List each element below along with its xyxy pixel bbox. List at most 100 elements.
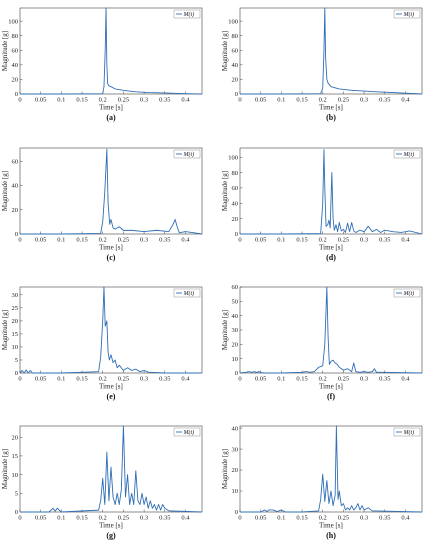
x-tick-label: 0.25 xyxy=(338,237,349,244)
y-tick-label: 60 xyxy=(232,185,239,192)
x-tick-label: 0.2 xyxy=(319,237,327,244)
x-tick-label: 0.3 xyxy=(360,237,368,244)
y-axis-label: Magnitude [g] xyxy=(1,449,9,489)
x-tick-label: 0.4 xyxy=(401,376,410,383)
x-tick-label: 0.25 xyxy=(118,97,129,104)
y-tick-label: 15 xyxy=(12,331,19,338)
chart-panel: 0 0.05 0.1 0.15 0.2 0.25 0.3 0.35 0.4 0 20 40 60 Time… xyxy=(1,147,203,262)
x-tick-label: 0.35 xyxy=(159,97,170,104)
y-tick-label: 80 xyxy=(12,33,19,40)
x-tick-label: 0.4 xyxy=(181,97,190,104)
x-tick-label: 0.1 xyxy=(57,376,65,383)
x-tick-label: 0.35 xyxy=(379,515,390,522)
x-tick-label: 0 xyxy=(238,515,241,522)
y-tick-label: 10 xyxy=(12,344,19,351)
y-tick-label: 0 xyxy=(235,370,238,377)
y-tick-label: 10 xyxy=(12,472,19,479)
panel-caption: (g) xyxy=(106,531,116,540)
legend-label: M(t) xyxy=(403,429,415,436)
x-tick-label: 0.2 xyxy=(319,376,327,383)
chart-panel: 0 0.05 0.1 0.15 0.2 0.25 0.3 0.35 0.4 0 20 40 60 80 10… xyxy=(221,7,423,122)
y-tick-label: 0 xyxy=(15,231,18,238)
x-tick-label: 0.15 xyxy=(296,97,307,104)
x-tick-label: 0.1 xyxy=(277,376,285,383)
x-tick-label: 0.15 xyxy=(296,237,307,244)
y-tick-label: 30 xyxy=(232,446,239,453)
x-tick-label: 0.1 xyxy=(57,237,65,244)
y-tick-label: 20 xyxy=(232,342,239,349)
y-tick-label: 30 xyxy=(12,292,19,299)
series-line xyxy=(240,149,423,235)
x-tick-label: 0.4 xyxy=(181,376,190,383)
panel-caption: (f) xyxy=(327,392,335,401)
series-line xyxy=(239,286,423,374)
x-tick-label: 0.15 xyxy=(296,515,307,522)
x-tick-label: 0.05 xyxy=(255,237,266,244)
x-tick-label: 0.2 xyxy=(99,376,107,383)
y-tick-label: 100 xyxy=(228,154,238,161)
y-tick-label: 40 xyxy=(232,200,239,207)
x-tick-label: 0.25 xyxy=(118,515,129,522)
x-tick-label: 0.35 xyxy=(379,376,390,383)
x-tick-label: 0.35 xyxy=(159,515,170,522)
y-tick-label: 5 xyxy=(15,491,18,498)
x-axis-label: Time [s] xyxy=(99,522,123,530)
series-line xyxy=(19,286,202,374)
y-tick-label: 100 xyxy=(8,18,18,25)
x-tick-label: 0.05 xyxy=(255,97,266,104)
x-tick-label: 0.15 xyxy=(76,515,87,522)
x-tick-label: 0.1 xyxy=(277,97,285,104)
y-axis-label: Magnitude [g] xyxy=(1,310,9,350)
legend-box xyxy=(393,288,421,298)
x-tick-label: 0.1 xyxy=(277,237,285,244)
x-tick-label: 0.15 xyxy=(76,376,87,383)
x-tick-label: 0.1 xyxy=(57,515,65,522)
y-tick-label: 100 xyxy=(228,18,238,25)
series-line xyxy=(20,7,203,95)
x-tick-label: 0.15 xyxy=(76,97,87,104)
legend-box xyxy=(393,9,421,19)
x-tick-label: 0.05 xyxy=(35,376,46,383)
y-tick-label: 40 xyxy=(232,313,239,320)
legend-box xyxy=(393,149,421,159)
y-axis-label: Magnitude [g] xyxy=(221,310,229,350)
legend-label: M(t) xyxy=(183,11,195,18)
plot-frame xyxy=(19,425,203,513)
legend-box xyxy=(173,427,201,437)
panel-caption: (h) xyxy=(326,531,336,540)
panel-caption: (a) xyxy=(106,113,116,122)
x-axis-label: Time [s] xyxy=(319,244,343,252)
x-tick-label: 0 xyxy=(238,237,241,244)
y-tick-label: 0 xyxy=(15,91,18,98)
plot-frame xyxy=(19,7,203,95)
x-tick-label: 0 xyxy=(18,515,21,522)
x-tick-label: 0.35 xyxy=(159,376,170,383)
panel-caption: (e) xyxy=(107,392,116,401)
chart-panel: 0 0.05 0.1 0.15 0.2 0.25 0.3 0.35 0.4 0 20 40 60 80 10… xyxy=(1,7,203,122)
y-tick-label: 0 xyxy=(15,370,18,377)
x-tick-label: 0.3 xyxy=(140,237,148,244)
y-tick-label: 50 xyxy=(232,299,239,306)
x-tick-label: 0 xyxy=(238,97,241,104)
x-tick-label: 0.25 xyxy=(338,376,349,383)
x-tick-label: 0 xyxy=(238,376,241,383)
legend-label: M(t) xyxy=(403,11,415,18)
plot-frame xyxy=(239,425,423,513)
x-tick-label: 0.05 xyxy=(255,376,266,383)
y-tick-label: 20 xyxy=(232,216,239,223)
x-tick-label: 0.35 xyxy=(159,237,170,244)
legend-label: M(t) xyxy=(403,290,415,297)
x-tick-label: 0.2 xyxy=(99,97,107,104)
x-tick-label: 0.4 xyxy=(401,97,410,104)
chart-panel: 0 0.05 0.1 0.15 0.2 0.25 0.3 0.35 0.4 0 5 10 15 20 Tim… xyxy=(1,425,203,540)
chart-panel: 0 0.05 0.1 0.15 0.2 0.25 0.3 0.35 0.4 0 20 40 60 80 10… xyxy=(221,147,423,262)
x-tick-label: 0.25 xyxy=(118,376,129,383)
x-tick-label: 0.15 xyxy=(76,237,87,244)
plot-frame xyxy=(239,286,423,374)
y-tick-label: 80 xyxy=(232,33,239,40)
x-tick-label: 0.3 xyxy=(360,376,368,383)
y-tick-label: 30 xyxy=(232,327,239,334)
x-tick-label: 0.2 xyxy=(99,515,107,522)
y-axis-label: Magnitude [g] xyxy=(1,171,9,211)
